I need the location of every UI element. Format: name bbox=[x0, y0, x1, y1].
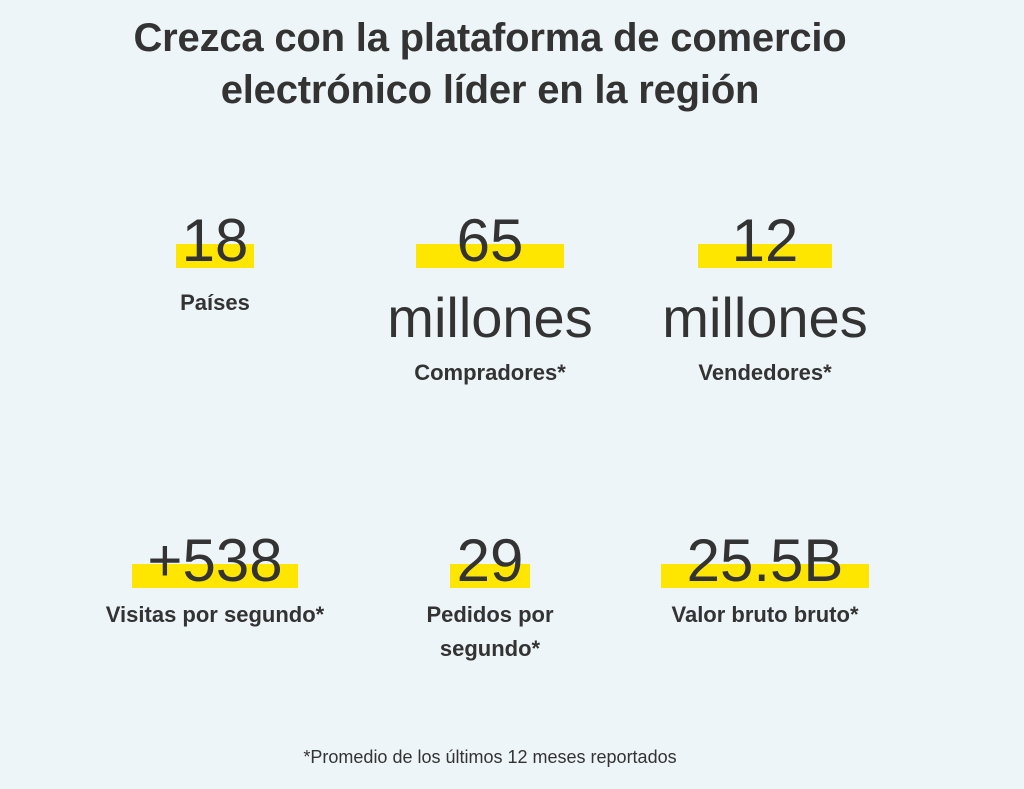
stat-sellers-number: 12 bbox=[731, 207, 799, 274]
stat-orders-number: 29 bbox=[456, 527, 524, 594]
stat-visits-label: Visitas por segundo* bbox=[105, 602, 325, 627]
stat-gmv-number: 25.5B bbox=[686, 527, 844, 594]
highlight-bar bbox=[416, 244, 564, 268]
stat-orders: 29 Pedidos por segundo* bbox=[390, 526, 590, 666]
headline-line-2: electrónico líder en la región bbox=[220, 68, 760, 112]
page-headline: Crezca con la plataforma de comercio ele… bbox=[0, 12, 980, 116]
stat-orders-label-line-1: Pedidos por bbox=[426, 602, 554, 627]
highlight-bar bbox=[698, 244, 832, 268]
stat-countries-label: Países bbox=[180, 290, 250, 315]
stat-buyers-unit: millones bbox=[387, 286, 593, 349]
stat-visits-number: +538 bbox=[147, 527, 283, 594]
highlight-bar bbox=[132, 564, 298, 588]
stat-visits: +538 Visitas por segundo* bbox=[75, 526, 355, 632]
headline-line-1: Crezca con la plataforma de comercio bbox=[133, 16, 847, 60]
stat-gmv: 25.5B Valor bruto bruto* bbox=[625, 526, 905, 632]
stat-orders-label-line-2: segundo* bbox=[439, 636, 541, 661]
highlight-bar bbox=[661, 564, 869, 588]
highlight-bar bbox=[176, 244, 254, 268]
stat-gmv-label: Valor bruto bruto* bbox=[671, 602, 859, 627]
stat-buyers-number: 65 bbox=[456, 207, 524, 274]
highlight-bar bbox=[450, 564, 530, 588]
stat-sellers: 12 millones Vendedores* bbox=[635, 206, 895, 390]
stat-sellers-unit: millones bbox=[662, 286, 868, 349]
stat-countries: 18 Países bbox=[115, 206, 315, 320]
stat-sellers-label: Vendedores* bbox=[698, 360, 832, 385]
stat-buyers: 65 millones Compradores* bbox=[360, 206, 620, 390]
stat-buyers-label: Compradores* bbox=[414, 360, 566, 385]
stat-countries-number: 18 bbox=[181, 207, 249, 274]
footnote: *Promedio de los últimos 12 meses report… bbox=[303, 747, 677, 767]
